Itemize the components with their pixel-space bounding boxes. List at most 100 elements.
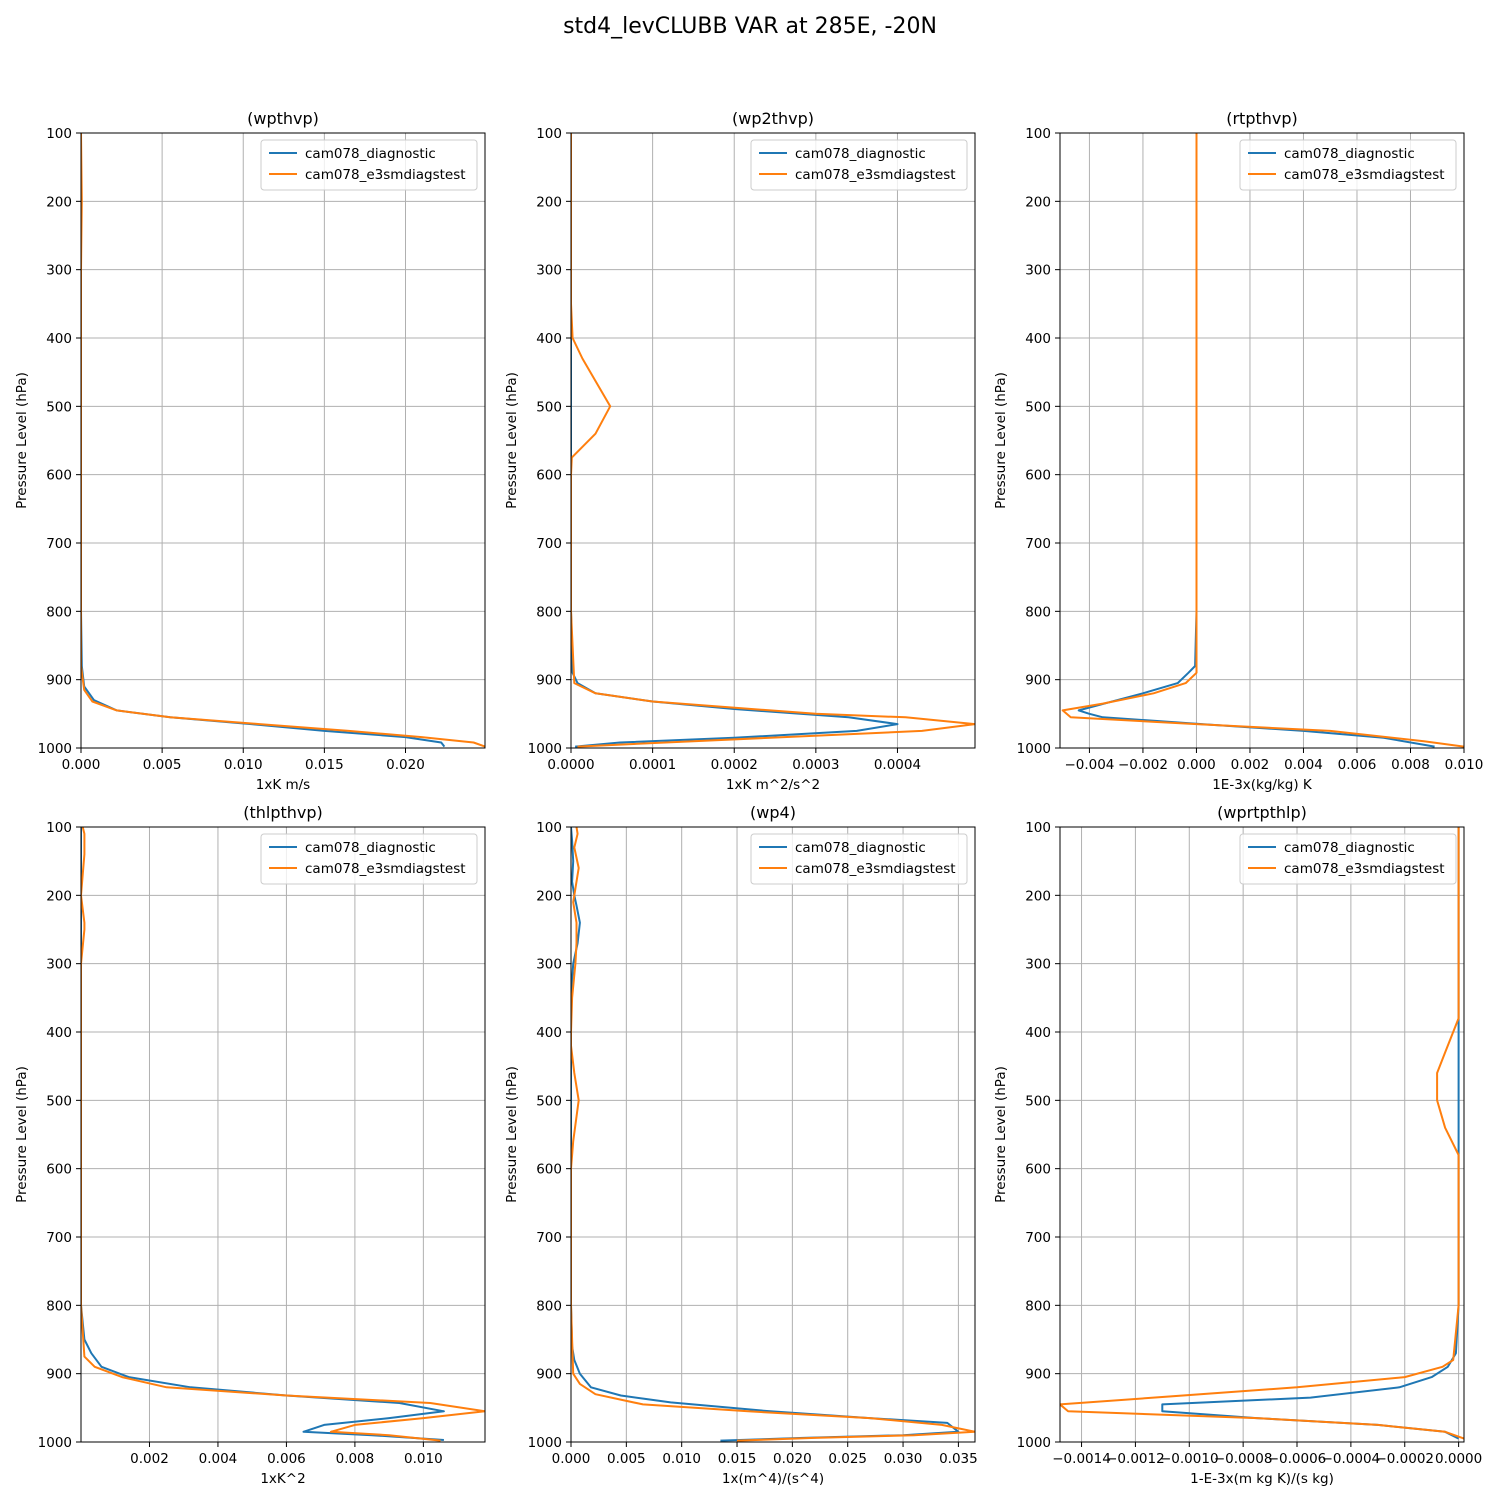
- y-tick-label: 900: [46, 1367, 72, 1383]
- x-tick-label: 0.025: [828, 1451, 867, 1467]
- series-line-2: [81, 133, 485, 748]
- x-tick-label: −0.0008: [1214, 1451, 1273, 1467]
- series-line-1: [571, 133, 899, 748]
- y-tick-label: 100: [536, 126, 562, 142]
- y-tick-label: 300: [1025, 263, 1051, 279]
- x-axis-label: 1x(m^4)/(s^4): [722, 1471, 824, 1487]
- y-tick-label: 800: [536, 1298, 562, 1314]
- y-tick-label: 100: [536, 820, 562, 836]
- legend-entry-label: cam078_e3smdiagstest: [1284, 861, 1445, 877]
- x-tick-label: −0.004: [1064, 757, 1114, 773]
- y-tick-label: 500: [536, 1093, 562, 1109]
- legend-entry-label: cam078_e3smdiagstest: [795, 167, 956, 183]
- y-tick-label: 600: [1025, 468, 1051, 484]
- x-tick-label: 0.0002: [711, 757, 758, 773]
- x-tick-label: 0.000: [62, 757, 101, 773]
- subplot-5: 0.000 0.005 0.010 0.015 0.020 0.025 0.030 0.035…: [504, 803, 978, 1487]
- series-line-2: [571, 133, 975, 748]
- y-tick-label: 800: [46, 1298, 72, 1314]
- legend-box: [750, 833, 968, 885]
- x-tick-label: 0.005: [607, 1451, 646, 1467]
- legend-entry-label: cam078_e3smdiagstest: [305, 861, 466, 877]
- x-tick-label: 0.020: [773, 1451, 812, 1467]
- figure-title: std4_levCLUBB VAR at 285E, -20N: [563, 14, 937, 39]
- x-tick-label: −0.0012: [1106, 1451, 1165, 1467]
- series-line-2: [1060, 827, 1464, 1440]
- y-tick-label: 700: [536, 536, 562, 552]
- y-tick-label: 1000: [38, 1435, 72, 1451]
- y-tick-label: 600: [536, 468, 562, 484]
- y-tick-label: 900: [1025, 1367, 1051, 1383]
- x-tick-label: −0.0006: [1268, 1451, 1327, 1467]
- x-tick-label: 0.0001: [629, 757, 676, 773]
- plot-frame: [1059, 132, 1465, 749]
- x-tick-label: 0.004: [1284, 757, 1323, 773]
- y-tick-label: 1000: [1017, 741, 1051, 757]
- y-axis-label: Pressure Level (hPa): [14, 372, 30, 509]
- x-tick-label: 0.008: [336, 1451, 375, 1467]
- y-axis-label: Pressure Level (hPa): [504, 372, 520, 509]
- y-tick-label: 800: [46, 604, 72, 620]
- y-tick-label: 600: [536, 1162, 562, 1178]
- legend-box: [260, 833, 478, 885]
- x-tick-label: 0.010: [1445, 757, 1484, 773]
- y-axis-label: Pressure Level (hPa): [14, 1066, 30, 1203]
- legend-entry-label: cam078_diagnostic: [795, 146, 926, 162]
- x-tick-label: 0.006: [267, 1451, 306, 1467]
- y-tick-label: 400: [1025, 1025, 1051, 1041]
- x-axis-label: 1xK m/s: [256, 777, 310, 793]
- y-tick-label: 700: [46, 536, 72, 552]
- x-tick-label: −0.002: [1118, 757, 1168, 773]
- y-tick-label: 1000: [528, 741, 562, 757]
- x-tick-label: 0.0004: [874, 757, 921, 773]
- legend-box: [1239, 833, 1457, 885]
- y-tick-label: 200: [46, 194, 72, 210]
- x-tick-label: 0.020: [386, 757, 425, 773]
- y-tick-label: 400: [1025, 331, 1051, 347]
- legend: cam078_diagnostic cam078_e3smdiagstest: [260, 833, 478, 885]
- legend: cam078_diagnostic cam078_e3smdiagstest: [260, 139, 478, 191]
- legend: cam078_diagnostic cam078_e3smdiagstest: [1239, 139, 1457, 191]
- subplot-1: 0.000 0.005 0.010 0.015 0.020 100 200 300 400 500…: [14, 109, 486, 793]
- y-tick-label: 600: [46, 1162, 72, 1178]
- legend-entry-label: cam078_diagnostic: [795, 840, 926, 856]
- legend-entry-label: cam078_diagnostic: [305, 146, 436, 162]
- x-tick-label: 0.004: [199, 1451, 238, 1467]
- y-tick-label: 100: [46, 820, 72, 836]
- y-tick-label: 400: [46, 1025, 72, 1041]
- legend-entry-label: cam078_e3smdiagstest: [305, 167, 466, 183]
- y-tick-label: 400: [536, 1025, 562, 1041]
- series-line-1: [571, 827, 960, 1442]
- series-line-2: [1061, 133, 1464, 748]
- x-axis-label: 1xK m^2/s^2: [726, 777, 820, 793]
- x-tick-label: 0.010: [662, 1451, 701, 1467]
- y-tick-label: 100: [46, 126, 72, 142]
- y-tick-label: 500: [1025, 1093, 1051, 1109]
- y-tick-label: 700: [1025, 1230, 1051, 1246]
- y-tick-label: 200: [46, 888, 72, 904]
- x-tick-label: 0.005: [143, 757, 182, 773]
- x-tick-label: 0.0000: [547, 757, 594, 773]
- x-tick-label: −0.0010: [1160, 1451, 1219, 1467]
- y-tick-label: 900: [46, 673, 72, 689]
- subplot-title: (wprtpthlp): [1217, 803, 1307, 822]
- series-line-2: [571, 827, 975, 1442]
- legend-box: [750, 139, 968, 191]
- y-tick-label: 900: [536, 673, 562, 689]
- x-tick-label: 0.000: [1177, 757, 1216, 773]
- x-tick-label: −0.0004: [1322, 1451, 1381, 1467]
- series-line-2: [81, 827, 485, 1442]
- subplot-4: 0.002 0.004 0.006 0.008 0.010 100 200 300 400 500…: [14, 803, 486, 1487]
- subplot-title: (rtpthvp): [1226, 109, 1298, 128]
- legend: cam078_diagnostic cam078_e3smdiagstest: [1239, 833, 1457, 885]
- x-tick-label: 0.008: [1391, 757, 1430, 773]
- plot-frame: [80, 132, 486, 749]
- series-line-1: [81, 827, 445, 1441]
- legend: cam078_diagnostic cam078_e3smdiagstest: [750, 139, 968, 191]
- x-axis-label: 1xK^2: [260, 1471, 305, 1487]
- subplot-6: −0.0014−0.0012−0.0010−0.0008−0.0006−0.00…: [993, 803, 1482, 1487]
- x-tick-label: −0.0014: [1052, 1451, 1111, 1467]
- x-tick-label: 0.006: [1338, 757, 1377, 773]
- series-line-1: [1161, 827, 1460, 1440]
